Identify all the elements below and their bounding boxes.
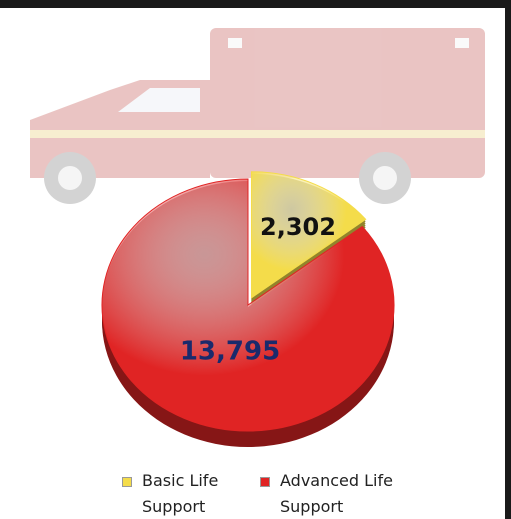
legend-swatch bbox=[122, 477, 132, 487]
legend-swatch bbox=[260, 477, 270, 487]
legend-entry: Basic Life Support bbox=[122, 468, 232, 519]
legend-label: Basic Life Support bbox=[142, 471, 219, 516]
pie-slice bbox=[101, 178, 395, 432]
ambulance-background bbox=[30, 28, 485, 204]
value-label: 13,795 bbox=[180, 337, 280, 367]
value-label: 2,302 bbox=[260, 213, 336, 241]
pie-slice bbox=[250, 171, 367, 299]
legend-entry: Advanced Life Support bbox=[260, 468, 410, 519]
legend-label: Advanced Life Support bbox=[280, 471, 393, 516]
